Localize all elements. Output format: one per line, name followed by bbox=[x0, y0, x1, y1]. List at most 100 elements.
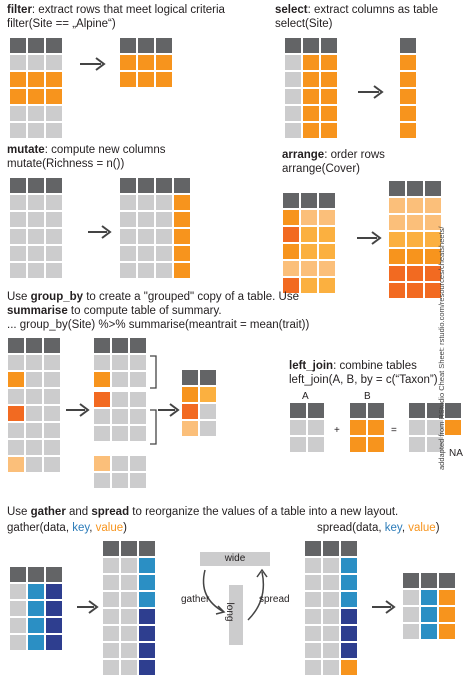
grid-cell bbox=[308, 420, 324, 435]
grid-cell bbox=[46, 246, 62, 261]
select-input-table bbox=[285, 38, 337, 138]
grid-cell bbox=[200, 404, 216, 419]
grid-cell bbox=[28, 618, 44, 633]
grid-cell bbox=[341, 660, 357, 675]
grid-cell bbox=[120, 72, 136, 87]
grid-cell bbox=[301, 261, 317, 276]
grid-cell bbox=[200, 421, 216, 436]
grid-cell bbox=[44, 406, 60, 421]
grid-cell bbox=[368, 403, 384, 418]
grid-cell bbox=[28, 55, 44, 70]
grid-cell bbox=[120, 212, 136, 227]
grid-cell bbox=[28, 263, 44, 278]
grid-cell bbox=[182, 404, 198, 419]
plus-sign: + bbox=[334, 425, 340, 436]
grid-cell bbox=[319, 193, 335, 208]
grid-cell bbox=[323, 592, 339, 607]
grid-cell bbox=[182, 370, 198, 385]
grid-cell bbox=[425, 181, 441, 196]
grid-cell bbox=[130, 392, 146, 407]
grid-cell bbox=[341, 541, 357, 556]
grid-cell bbox=[112, 426, 128, 441]
table-b bbox=[350, 403, 384, 452]
grid-cell bbox=[10, 89, 26, 104]
grid-cell bbox=[112, 473, 128, 488]
grid-cell bbox=[130, 372, 146, 387]
grid-cell bbox=[10, 195, 26, 210]
grid-cell bbox=[305, 643, 321, 658]
grid-cell bbox=[121, 558, 137, 573]
grid-cell bbox=[403, 573, 419, 588]
grid-cell bbox=[305, 609, 321, 624]
grid-cell bbox=[10, 618, 26, 633]
grid-cell bbox=[156, 246, 172, 261]
grid-cell bbox=[138, 212, 154, 227]
filter-output-table bbox=[120, 38, 172, 87]
grid-cell bbox=[285, 38, 301, 53]
grid-cell bbox=[103, 541, 119, 556]
grid-cell bbox=[46, 635, 62, 650]
spread-output-table bbox=[403, 573, 455, 639]
grid-cell bbox=[174, 229, 190, 244]
grid-cell bbox=[303, 123, 319, 138]
grid-cell bbox=[323, 660, 339, 675]
grid-cell bbox=[28, 601, 44, 616]
grid-cell bbox=[26, 372, 42, 387]
spread-code: spread(data, key, value) bbox=[317, 522, 440, 534]
grid-cell bbox=[94, 456, 110, 471]
grid-cell bbox=[121, 592, 137, 607]
grid-cell bbox=[389, 232, 405, 247]
grid-cell bbox=[321, 123, 337, 138]
grid-cell bbox=[182, 387, 198, 402]
grid-cell bbox=[26, 389, 42, 404]
grid-cell bbox=[156, 38, 172, 53]
grid-cell bbox=[407, 249, 423, 264]
grid-cell bbox=[439, 590, 455, 605]
grid-cell bbox=[156, 195, 172, 210]
grid-cell bbox=[200, 387, 216, 402]
grouped-part-1 bbox=[94, 338, 146, 387]
grid-cell bbox=[112, 409, 128, 424]
grid-cell bbox=[285, 89, 301, 104]
grid-cell bbox=[138, 72, 154, 87]
grid-cell bbox=[103, 609, 119, 624]
grid-cell bbox=[94, 355, 110, 370]
grid-cell bbox=[305, 575, 321, 590]
grid-cell bbox=[46, 72, 62, 87]
grid-cell bbox=[319, 227, 335, 242]
grid-cell bbox=[120, 38, 136, 53]
grid-cell bbox=[138, 263, 154, 278]
grid-cell bbox=[323, 541, 339, 556]
grid-cell bbox=[400, 38, 416, 53]
grid-cell bbox=[409, 437, 425, 452]
grid-cell bbox=[139, 575, 155, 590]
grid-cell bbox=[321, 38, 337, 53]
group-input-table bbox=[8, 338, 60, 472]
grid-cell bbox=[112, 338, 128, 353]
grid-cell bbox=[283, 210, 299, 225]
grid-cell bbox=[285, 123, 301, 138]
grid-cell bbox=[303, 72, 319, 87]
grid-cell bbox=[421, 624, 437, 639]
grid-cell bbox=[174, 263, 190, 278]
grid-cell bbox=[46, 55, 62, 70]
grid-cell bbox=[46, 618, 62, 633]
grid-cell bbox=[46, 584, 62, 599]
grid-cell bbox=[182, 421, 198, 436]
grid-cell bbox=[341, 626, 357, 641]
grid-cell bbox=[121, 643, 137, 658]
grid-cell bbox=[409, 420, 425, 435]
grid-cell bbox=[103, 643, 119, 658]
grid-cell bbox=[283, 244, 299, 259]
grid-cell bbox=[439, 607, 455, 622]
spread-label: spread bbox=[259, 594, 290, 605]
grid-cell bbox=[285, 55, 301, 70]
grid-cell bbox=[10, 212, 26, 227]
gather-curve-icon bbox=[202, 569, 225, 613]
grid-cell bbox=[421, 607, 437, 622]
grid-cell bbox=[403, 607, 419, 622]
grid-cell bbox=[425, 266, 441, 281]
filter-code: filter(Site == „Alpine“) bbox=[7, 18, 116, 30]
select-code: select(Site) bbox=[275, 18, 333, 30]
